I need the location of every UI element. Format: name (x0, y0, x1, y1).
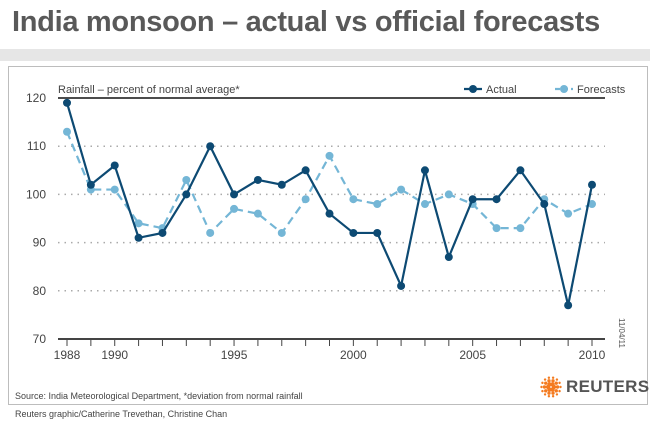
data-point-actual (540, 200, 549, 209)
data-point-actual (397, 281, 406, 290)
data-point-actual (588, 180, 596, 189)
data-point-actual (468, 195, 477, 204)
data-point-forecasts (110, 185, 119, 194)
data-point-actual (86, 180, 95, 189)
y-tick-label: 80 (33, 284, 47, 298)
logo-dot (550, 382, 555, 387)
legend-marker (560, 85, 568, 93)
x-tick-label: 1988 (54, 348, 81, 362)
data-point-actual (444, 253, 453, 262)
logo-dot (547, 395, 551, 398)
data-point-forecasts (277, 228, 286, 237)
data-point-actual (253, 175, 262, 184)
logo-dot (555, 378, 559, 381)
data-point-forecasts (349, 195, 358, 204)
logo-dot (558, 381, 561, 385)
series-line-actual (65, 102, 594, 306)
data-point-actual (230, 190, 239, 199)
data-point-actual (564, 301, 573, 310)
legend-label: Actual (486, 84, 517, 96)
data-point-forecasts (516, 224, 525, 233)
logo-dot (555, 385, 560, 389)
y-tick-label: 90 (33, 236, 47, 250)
data-point-actual (158, 228, 167, 237)
data-point-forecasts (230, 204, 239, 213)
logo-dot (547, 376, 551, 379)
data-point-actual (134, 233, 143, 242)
data-point-forecasts (206, 228, 215, 237)
data-point-actual (420, 166, 429, 175)
logo-dot (551, 376, 555, 379)
logo-dot (555, 393, 559, 396)
data-point-forecasts (420, 200, 429, 209)
logo-dot (547, 379, 551, 383)
data-point-actual (206, 142, 215, 151)
logo-text: REUTERS (566, 377, 650, 396)
logo-dot (544, 389, 548, 393)
data-point-actual (110, 161, 119, 170)
data-point-forecasts (492, 224, 501, 233)
data-point-forecasts (182, 175, 191, 184)
data-point-forecasts (588, 200, 596, 209)
data-point-actual (492, 195, 501, 204)
legend-marker (469, 85, 477, 93)
logo-dot (541, 381, 544, 385)
y-tick-label: 110 (27, 139, 46, 153)
title-divider (0, 49, 650, 61)
date-stamp: 11/04/11 (617, 318, 626, 348)
data-point-forecasts (63, 127, 71, 136)
y-axis-label: Rainfall – percent of normal average* (58, 84, 240, 96)
x-tick-label: 1995 (221, 348, 248, 362)
data-point-actual (63, 98, 71, 107)
y-tick-label: 100 (26, 187, 46, 201)
source-note: Source: India Meteorological Department,… (15, 391, 303, 401)
data-point-forecasts (301, 195, 310, 204)
data-point-actual (277, 180, 286, 189)
logo-dot (540, 385, 543, 389)
data-point-actual (349, 228, 358, 237)
legend-label: Forecasts (577, 84, 626, 96)
data-point-forecasts (564, 209, 573, 218)
x-tick-label: 1990 (101, 348, 128, 362)
data-point-actual (516, 166, 525, 175)
data-point-actual (325, 209, 334, 218)
logo-dot (541, 389, 544, 393)
reuters-logo-icon (540, 376, 562, 398)
data-point-forecasts (373, 200, 382, 209)
chart-frame (8, 66, 648, 405)
data-point-forecasts (444, 190, 453, 199)
logo-dot (559, 385, 562, 389)
x-tick-label: 2005 (459, 348, 486, 362)
logo-dot (547, 391, 551, 395)
data-point-forecasts (134, 219, 143, 228)
y-tick-label: 120 (26, 91, 46, 105)
logo-dot (554, 389, 558, 393)
logo-dot (551, 379, 555, 383)
data-point-forecasts (397, 185, 406, 194)
logo-dot (558, 389, 561, 393)
x-tick-label: 2010 (579, 348, 606, 362)
data-point-actual (182, 190, 191, 199)
logo-dot (554, 381, 558, 385)
data-point-actual (301, 166, 310, 175)
logo-dot (551, 391, 555, 395)
y-tick-label: 70 (33, 332, 47, 346)
data-point-actual (373, 228, 382, 237)
x-tick-label: 2000 (340, 348, 367, 362)
data-point-forecasts (253, 209, 262, 218)
reuters-logo: REUTERS (540, 376, 649, 398)
logo-dot (551, 395, 555, 398)
page-title: India monsoon – actual vs official forec… (12, 6, 600, 38)
logo-dot (544, 381, 548, 385)
logo-dot (543, 378, 547, 381)
logo-dot (542, 385, 547, 389)
credit-note: Reuters graphic/Catherine Trevethan, Chr… (15, 409, 228, 419)
data-point-forecasts (325, 151, 334, 160)
logo-dot (543, 393, 547, 396)
